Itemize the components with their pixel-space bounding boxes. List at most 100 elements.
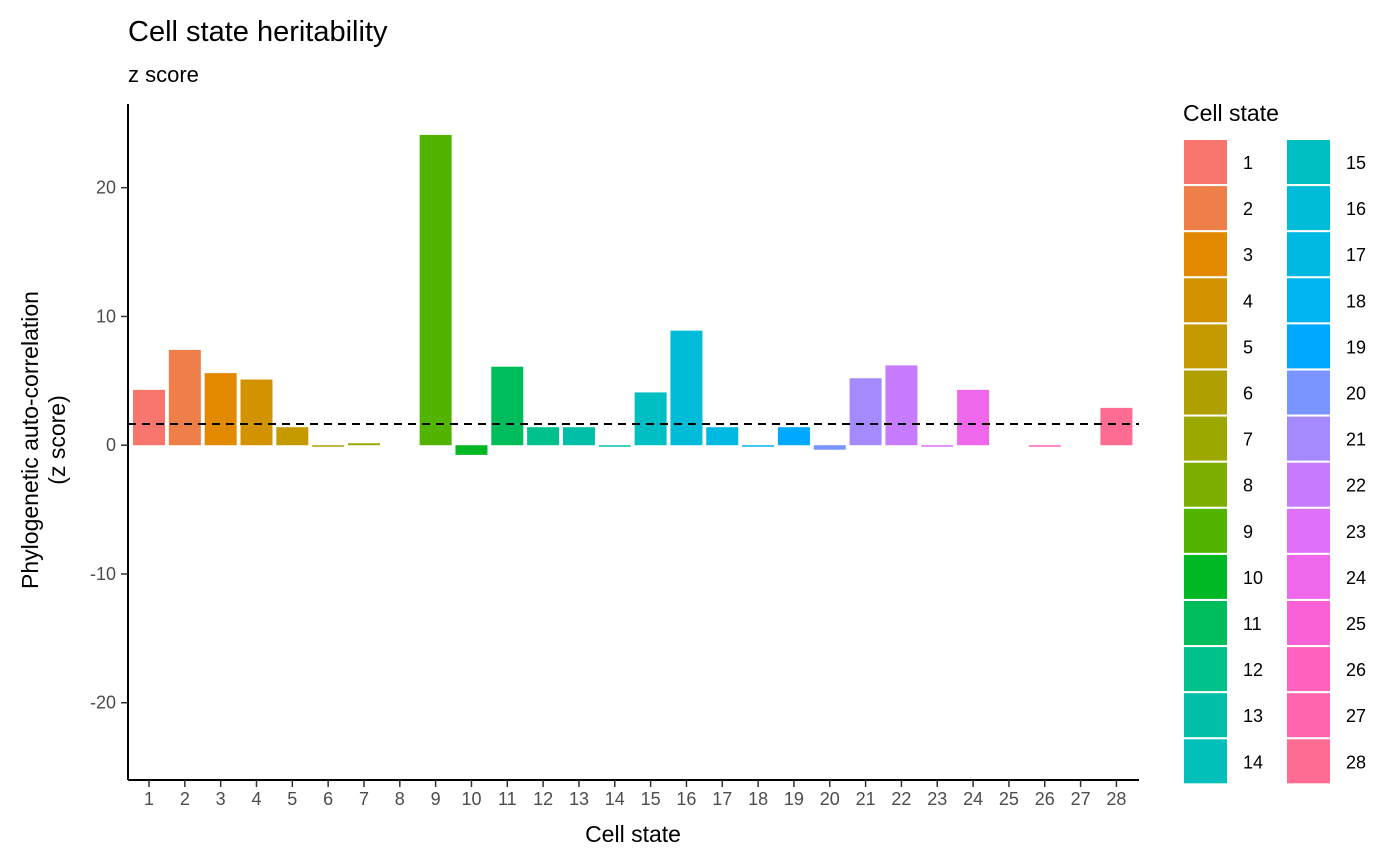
legend-key-28 bbox=[1287, 739, 1330, 784]
y-axis: -20 -10 0 10 20 bbox=[90, 104, 129, 780]
x-tick-label: 11 bbox=[498, 789, 517, 809]
x-tick-label: 21 bbox=[856, 789, 876, 809]
bar-13 bbox=[562, 427, 595, 446]
legend-label: 10 bbox=[1243, 568, 1263, 588]
x-tick-label: 24 bbox=[963, 789, 983, 809]
legend-label: 3 bbox=[1243, 245, 1253, 265]
legend-label: 19 bbox=[1346, 337, 1366, 357]
legend-label: 8 bbox=[1243, 476, 1253, 496]
legend-label: 12 bbox=[1243, 660, 1263, 680]
legend-label: 2 bbox=[1243, 199, 1253, 219]
legend-key-9 bbox=[1184, 508, 1227, 553]
legend-label: 9 bbox=[1243, 522, 1253, 542]
y-tick-label: -20 bbox=[90, 693, 116, 713]
legend-label: 5 bbox=[1243, 337, 1253, 357]
x-tick-label: 3 bbox=[216, 789, 226, 809]
x-tick-label: 16 bbox=[676, 789, 696, 809]
legend-label: 20 bbox=[1346, 384, 1366, 404]
bar-10 bbox=[455, 445, 488, 455]
bar-20 bbox=[813, 445, 846, 450]
bar-2 bbox=[168, 349, 201, 446]
legend-key-8 bbox=[1184, 462, 1227, 507]
x-tick-label: 10 bbox=[461, 789, 481, 809]
legend-label: 23 bbox=[1346, 522, 1366, 542]
legend-key-10 bbox=[1184, 554, 1227, 599]
bar-4 bbox=[240, 379, 273, 446]
legend-key-25 bbox=[1287, 601, 1330, 645]
legend-label: 17 bbox=[1346, 245, 1366, 265]
x-tick-label: 25 bbox=[999, 789, 1019, 809]
legend-label: 28 bbox=[1346, 752, 1366, 772]
y-axis-title-line-1: Phylogenetic auto-correlation bbox=[17, 291, 43, 589]
x-axis-title: Cell state bbox=[585, 821, 681, 847]
bar-14 bbox=[598, 445, 631, 447]
x-tick-label: 13 bbox=[569, 789, 589, 809]
bar-6 bbox=[312, 445, 345, 447]
x-tick-label: 4 bbox=[251, 789, 261, 809]
x-tick-label: 19 bbox=[784, 789, 804, 809]
legend-key-16 bbox=[1287, 186, 1330, 231]
x-tick-label: 12 bbox=[533, 789, 553, 809]
legend-items: 1234567891011121314151617181920212223242… bbox=[1184, 140, 1366, 784]
legend-label: 27 bbox=[1346, 706, 1366, 726]
legend-key-3 bbox=[1184, 232, 1227, 277]
bar-5 bbox=[276, 427, 309, 446]
legend-key-14 bbox=[1184, 739, 1227, 784]
x-tick-label: 18 bbox=[748, 789, 768, 809]
legend-key-15 bbox=[1287, 140, 1330, 184]
bar-24 bbox=[957, 389, 990, 446]
x-tick-label: 28 bbox=[1106, 789, 1126, 809]
legend-label: 22 bbox=[1346, 476, 1366, 496]
legend-label: 21 bbox=[1346, 430, 1366, 450]
bar-26 bbox=[1028, 445, 1061, 447]
bar-9 bbox=[419, 134, 452, 446]
legend-key-26 bbox=[1287, 647, 1330, 692]
bar-19 bbox=[777, 427, 810, 446]
x-tick-label: 27 bbox=[1071, 789, 1091, 809]
x-tick-label: 7 bbox=[359, 789, 369, 809]
legend-key-22 bbox=[1287, 462, 1330, 507]
chart-subtitle: z score bbox=[128, 62, 199, 87]
bar-11 bbox=[491, 366, 524, 446]
bar-12 bbox=[527, 427, 560, 446]
legend-label: 13 bbox=[1243, 706, 1263, 726]
x-tick-label: 1 bbox=[144, 789, 154, 809]
x-tick-label: 6 bbox=[323, 789, 333, 809]
legend-label: 24 bbox=[1346, 568, 1366, 588]
legend-label: 26 bbox=[1346, 660, 1366, 680]
legend-key-13 bbox=[1184, 693, 1227, 738]
x-axis: 1 2 3 4 5 6 7 8 9 10 11 12 13 14 15 16 17 18 19 20 21 22 23 24 2… bbox=[128, 779, 1139, 809]
y-tick-label: 10 bbox=[96, 306, 116, 326]
y-tick-label: 20 bbox=[96, 178, 116, 198]
legend-key-18 bbox=[1287, 278, 1330, 323]
x-tick-label: 2 bbox=[180, 789, 190, 809]
legend-label: 6 bbox=[1243, 384, 1253, 404]
x-tick-label: 22 bbox=[891, 789, 911, 809]
chart-title: Cell state heritability bbox=[128, 16, 388, 48]
y-tick-label: -10 bbox=[90, 564, 116, 584]
legend-key-6 bbox=[1184, 370, 1227, 415]
legend-key-23 bbox=[1287, 508, 1330, 553]
legend-label: 18 bbox=[1346, 291, 1366, 311]
x-tick-label: 23 bbox=[927, 789, 947, 809]
bar-22 bbox=[885, 365, 918, 446]
legend-label: 7 bbox=[1243, 430, 1253, 450]
legend-key-17 bbox=[1287, 232, 1330, 277]
legend-key-19 bbox=[1287, 324, 1330, 369]
legend-key-27 bbox=[1287, 693, 1330, 738]
y-axis-title-line-2: (z score) bbox=[44, 395, 70, 484]
bar-23 bbox=[921, 445, 954, 447]
bars bbox=[133, 134, 1133, 455]
x-tick-label: 8 bbox=[395, 789, 405, 809]
legend-label: 4 bbox=[1243, 291, 1253, 311]
bar-28 bbox=[1100, 407, 1133, 446]
legend-key-7 bbox=[1184, 416, 1227, 461]
x-tick-label: 17 bbox=[712, 789, 732, 809]
x-tick-label: 14 bbox=[605, 789, 625, 809]
bar-3 bbox=[204, 373, 237, 446]
legend-key-12 bbox=[1184, 647, 1227, 692]
x-tick-label: 15 bbox=[641, 789, 661, 809]
bar-7 bbox=[347, 443, 380, 446]
bar-1 bbox=[133, 389, 165, 446]
x-tick-label: 26 bbox=[1035, 789, 1055, 809]
